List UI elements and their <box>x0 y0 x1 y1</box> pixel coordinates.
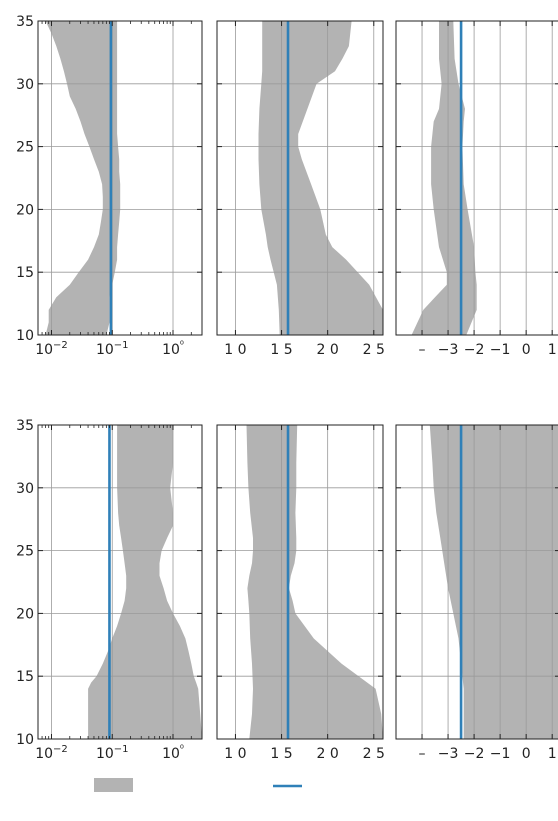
x-tick-label: −1 <box>490 746 511 762</box>
axes-frame <box>216 20 384 336</box>
x-tick-label: 1 5 <box>270 746 292 762</box>
uncertainty-band <box>258 21 383 335</box>
x-tick-label: 2 5 <box>363 342 385 358</box>
panel-1-2: 1 0 1 5 2 0 2 5 <box>216 20 385 358</box>
x-tick-label: 10−2 <box>35 340 68 358</box>
panel-2-2: 1 0 1 5 2 0 2 5 <box>216 424 385 762</box>
x-tick-label: 10−1 <box>96 340 129 358</box>
uncertainty-band <box>246 425 383 739</box>
legend-band-swatch <box>94 778 133 792</box>
x-tick-label: – <box>419 342 426 358</box>
x-tick-label: 1 <box>548 342 557 358</box>
x-tick-label: −3 <box>438 342 459 358</box>
x-tick-label: 0 <box>522 746 531 762</box>
x-tick-label: 2 0 <box>317 342 339 358</box>
uncertainty-band <box>411 21 477 335</box>
axes-frame <box>216 424 384 740</box>
x-tick-label: 1 0 <box>224 342 246 358</box>
x-tick-label: 2 5 <box>363 746 385 762</box>
axes-frame <box>395 20 558 336</box>
panel-plot-area <box>38 21 202 335</box>
uncertainty-band <box>88 425 202 739</box>
x-tick-label: 1 <box>548 746 557 762</box>
y-tick-label: 20 <box>16 606 34 622</box>
x-tick-label: 10−1 <box>96 744 129 762</box>
x-tick-label: 1 5 <box>270 342 292 358</box>
x-tick-label: −3 <box>438 746 459 762</box>
y-tick-label: 10 <box>16 732 34 748</box>
panel-plot-area <box>396 425 558 739</box>
panel-plot-area <box>396 21 558 335</box>
y-tick-label: 25 <box>16 140 34 156</box>
legend <box>94 778 302 792</box>
x-tick-label: 0 <box>522 342 531 358</box>
y-tick-label: 35 <box>16 14 34 30</box>
x-tick-label: – <box>419 746 426 762</box>
y-tick-label: 30 <box>16 481 34 497</box>
y-tick-label: 15 <box>16 265 34 281</box>
y-tick-label: 20 <box>16 202 34 218</box>
panel-2-1: 10−2 10−1 10⁰ 10 15 20 25 30 35 <box>16 418 203 762</box>
x-tick-label: 1 0 <box>224 746 246 762</box>
panel-plot-area <box>217 425 383 739</box>
x-tick-label: −2 <box>464 746 485 762</box>
y-tick-label: 30 <box>16 77 34 93</box>
uncertainty-band <box>45 21 121 335</box>
panel-plot-area <box>38 425 202 739</box>
panel-1-3: – −3 −2 −1 0 1 <box>395 20 558 358</box>
x-tick-label: 2 0 <box>317 746 339 762</box>
uncertainty-band <box>429 425 558 739</box>
x-tick-label: 10−2 <box>35 744 68 762</box>
y-tick-label: 15 <box>16 669 34 685</box>
axes-frame <box>37 424 203 740</box>
axes-frame <box>395 424 558 740</box>
axes-frame <box>37 20 203 336</box>
panel-1-1: 10−2 10−1 10⁰ 10 15 20 25 30 35 <box>16 14 203 358</box>
panel-plot-area <box>217 21 383 335</box>
y-tick-label: 35 <box>16 418 34 434</box>
panel-2-3: – −3 −2 −1 0 1 <box>395 424 558 762</box>
y-tick-label: 25 <box>16 544 34 560</box>
x-tick-label: 10⁰ <box>162 744 184 762</box>
y-tick-label: 10 <box>16 328 34 344</box>
x-tick-label: −2 <box>464 342 485 358</box>
x-tick-label: 10⁰ <box>162 340 184 358</box>
x-tick-label: −1 <box>490 342 511 358</box>
